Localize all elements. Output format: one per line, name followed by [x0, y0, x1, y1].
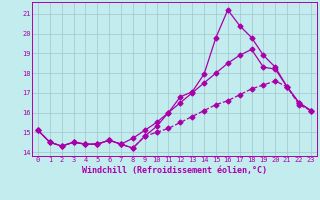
X-axis label: Windchill (Refroidissement éolien,°C): Windchill (Refroidissement éolien,°C): [82, 166, 267, 175]
